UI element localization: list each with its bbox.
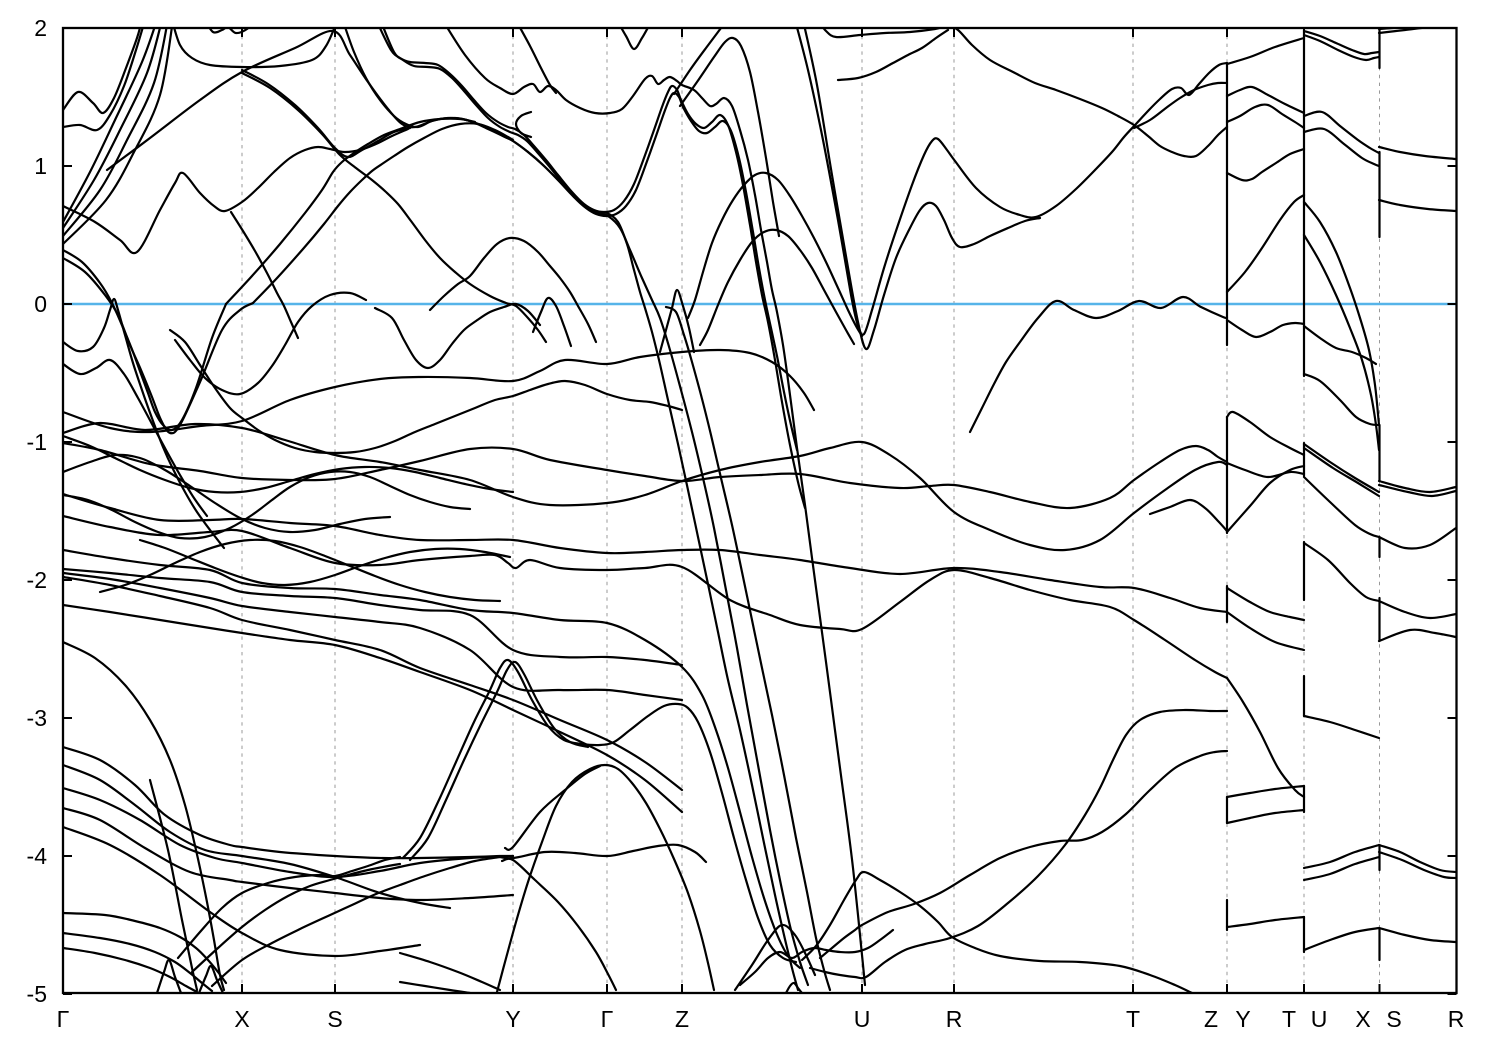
svg-text:Y: Y xyxy=(1235,1006,1250,1032)
svg-text:R: R xyxy=(1448,1006,1465,1032)
svg-text:U: U xyxy=(854,1006,871,1032)
svg-text:X: X xyxy=(234,1006,249,1032)
svg-text:Z: Z xyxy=(675,1006,689,1032)
svg-text:X: X xyxy=(1355,1006,1370,1032)
svg-text:Y: Y xyxy=(505,1006,520,1032)
svg-text:Γ: Γ xyxy=(601,1006,614,1032)
svg-text:T: T xyxy=(1126,1006,1140,1032)
svg-text:1: 1 xyxy=(34,153,47,179)
svg-text:-1: -1 xyxy=(27,429,47,455)
svg-text:R: R xyxy=(946,1006,963,1032)
svg-text:-5: -5 xyxy=(27,981,47,1007)
svg-text:-4: -4 xyxy=(27,843,48,869)
svg-text:S: S xyxy=(327,1006,342,1032)
svg-text:Γ: Γ xyxy=(57,1006,70,1032)
svg-text:-2: -2 xyxy=(27,567,47,593)
svg-text:-3: -3 xyxy=(27,705,47,731)
svg-text:0: 0 xyxy=(34,291,47,317)
svg-text:S: S xyxy=(1386,1006,1401,1032)
svg-text:2: 2 xyxy=(34,15,47,41)
svg-text:U: U xyxy=(1311,1006,1328,1032)
svg-text:T: T xyxy=(1282,1006,1296,1032)
svg-text:Z: Z xyxy=(1204,1006,1218,1032)
